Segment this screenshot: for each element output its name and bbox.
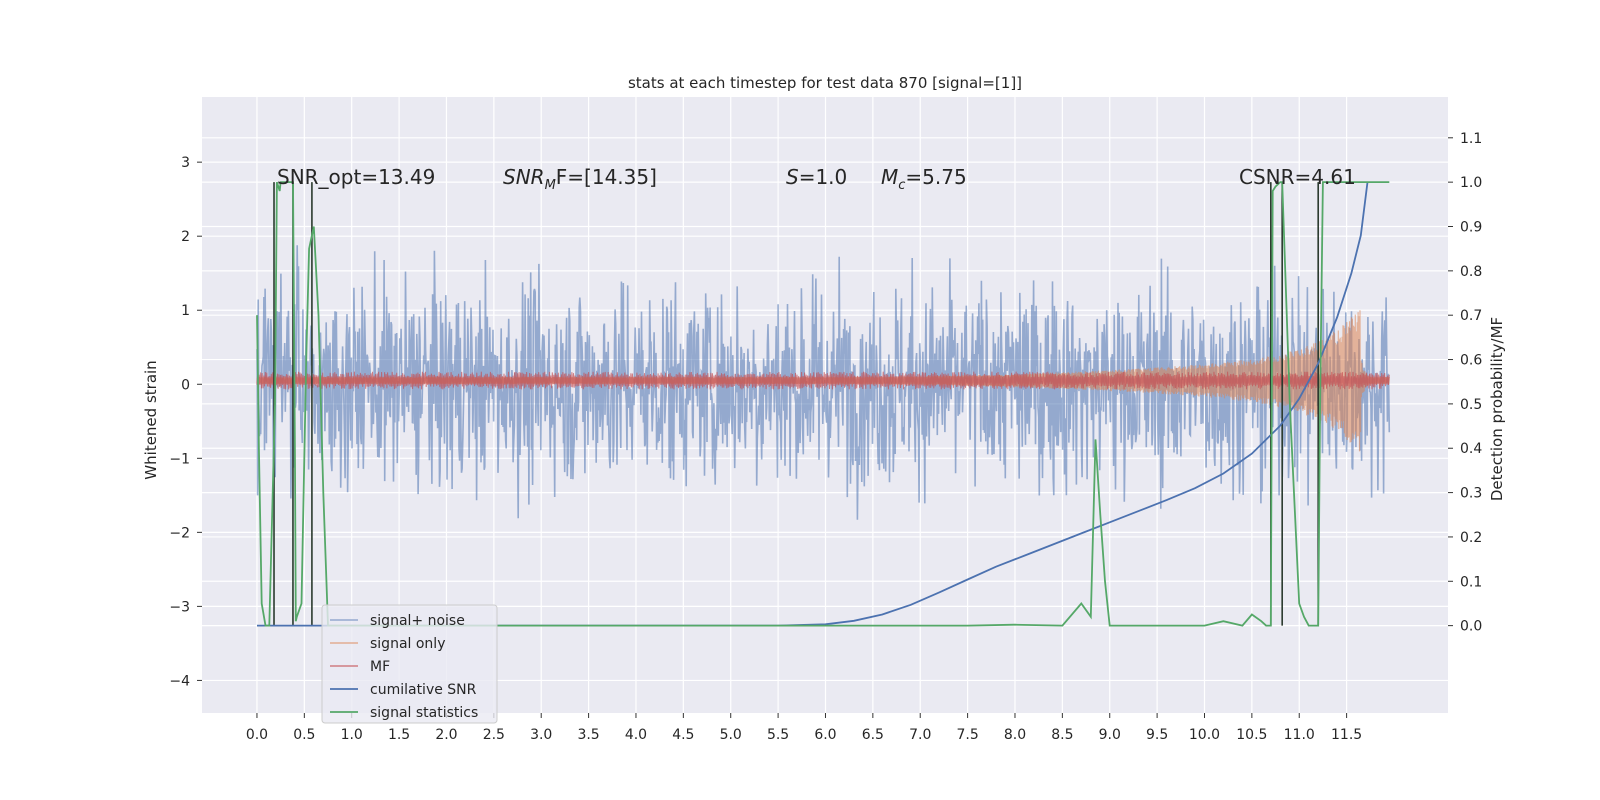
legend-label: signal only: [370, 636, 445, 652]
x-tick-label: 2.0: [435, 727, 457, 743]
legend-label: MF: [370, 659, 390, 675]
y-axis-left-ticks: 3 2 1 0 −1 −2 −3 −4: [169, 155, 202, 689]
y-right-tick-label: 0.2: [1460, 530, 1482, 546]
y-right-tick-label: 0.9: [1460, 219, 1482, 235]
x-tick-label: 0.0: [246, 727, 268, 743]
mc-annotation: Mc=5.75: [881, 165, 967, 193]
x-tick-label: 11.5: [1331, 727, 1362, 743]
x-tick-label: 6.5: [862, 727, 884, 743]
snr-opt-annotation: SNR_opt=13.49: [277, 165, 435, 189]
x-tick-label: 1.5: [388, 727, 410, 743]
legend-label: cumilative SNR: [370, 682, 477, 698]
x-tick-label: 11.0: [1284, 727, 1315, 743]
legend-label: signal+ noise: [370, 613, 465, 629]
y-right-tick-label: 1.0: [1460, 175, 1482, 191]
y-axis-right-label: Detection probability/MF: [1488, 317, 1506, 501]
x-tick-label: 3.5: [577, 727, 599, 743]
series-layer: [256, 181, 1391, 627]
legend: signal+ noise signal only MF cumilative SNR…: [321, 604, 498, 724]
x-tick-label: 10.0: [1189, 727, 1220, 743]
series-cumulative-snr-line: [257, 181, 1369, 627]
x-tick-label: 10.5: [1236, 727, 1267, 743]
y-right-tick-label: 0.8: [1460, 264, 1482, 280]
y-axis-left-label: Whitened strain: [142, 360, 160, 479]
x-tick-label: 6.0: [814, 727, 836, 743]
x-tick-label: 9.0: [1099, 727, 1121, 743]
x-tick-label: 0.5: [293, 727, 315, 743]
y-left-tick-label: 2: [181, 229, 190, 245]
legend-box: [321, 604, 498, 724]
y-right-tick-label: 0.3: [1460, 486, 1482, 502]
y-right-tick-label: 0.7: [1460, 308, 1482, 324]
y-left-tick-label: 3: [181, 155, 190, 171]
x-tick-label: 5.0: [720, 727, 742, 743]
y-left-tick-label: −1: [169, 451, 190, 467]
x-tick-label: 5.5: [767, 727, 789, 743]
y-right-tick-label: 0.6: [1460, 353, 1482, 369]
series-signal-statistics-line: [256, 181, 1390, 627]
y-axis-right-ticks: 1.1 1.0 0.9 0.8 0.7 0.6 0.5 0.4 0.3 0.2 0.1 0.0: [1448, 131, 1482, 635]
legend-label: signal statistics: [370, 705, 478, 721]
x-axis-ticks: 0.0 0.5 1.0 1.5 2.0 2.5 3.0 3.5 4.0 4.5 5.0 5.5 6.0 6…: [246, 713, 1362, 743]
csnr-annotation: CSNR=4.61: [1239, 165, 1356, 189]
x-tick-label: 7.0: [909, 727, 931, 743]
series-signal-noise-line: [256, 245, 1391, 520]
x-tick-label: 2.5: [483, 727, 505, 743]
y-left-tick-label: 0: [181, 377, 190, 393]
x-tick-label: 8.0: [1004, 727, 1026, 743]
y-right-tick-label: 0.5: [1460, 397, 1482, 413]
chart-title: stats at each timestep for test data 870…: [628, 74, 1022, 92]
x-tick-label: 3.0: [530, 727, 552, 743]
x-tick-label: 9.5: [1146, 727, 1168, 743]
y-right-tick-label: 0.0: [1460, 619, 1482, 635]
y-left-tick-label: 1: [181, 303, 190, 319]
y-left-tick-label: −2: [169, 525, 190, 541]
x-tick-label: 1.0: [341, 727, 363, 743]
x-tick-label: 7.5: [956, 727, 978, 743]
x-tick-label: 4.5: [672, 727, 694, 743]
y-right-tick-label: 1.1: [1460, 131, 1482, 147]
y-right-tick-label: 0.1: [1460, 574, 1482, 590]
snr-mf-annotation: SNRMF=[14.35]: [503, 165, 657, 193]
y-left-tick-label: −4: [169, 673, 190, 689]
s-annotation: S=1.0: [786, 165, 847, 189]
series-mf-line: [256, 371, 1390, 390]
y-left-tick-label: −3: [169, 599, 190, 615]
x-tick-label: 4.0: [625, 727, 647, 743]
x-tick-label: 8.5: [1051, 727, 1073, 743]
annotations: SNR_opt=13.49 SNRMF=[14.35] S=1.0 Mc=5.7…: [277, 165, 1356, 193]
y-right-tick-label: 0.4: [1460, 441, 1482, 457]
